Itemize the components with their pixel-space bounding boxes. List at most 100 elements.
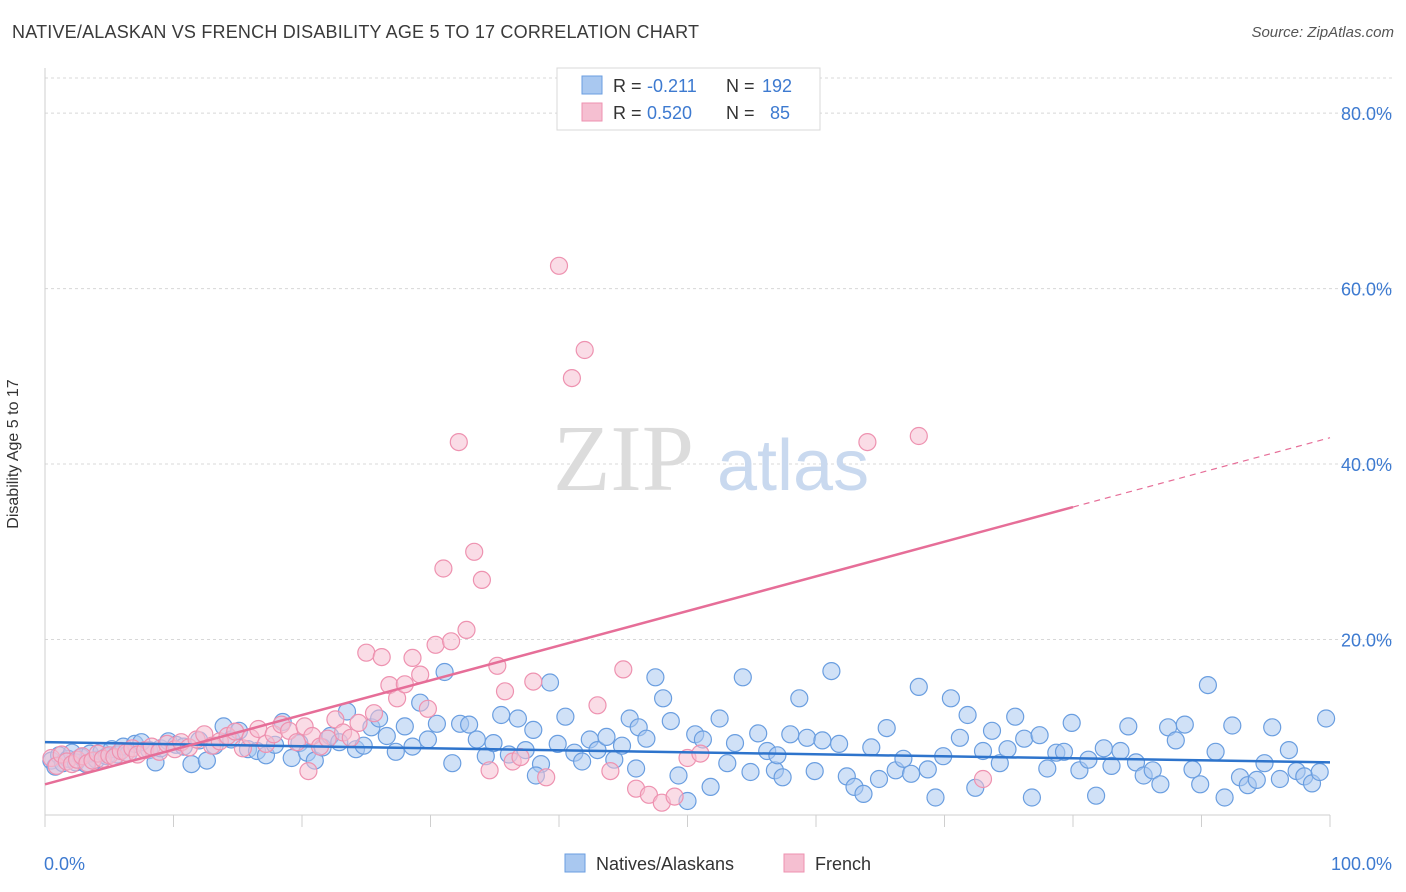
native-point-116 [918,760,937,779]
watermark-zip: ZIP [553,407,694,511]
native-point-101 [797,728,817,747]
legend-french-swatch [783,853,805,873]
french-point-72 [588,696,607,715]
native-point-145 [1151,775,1170,794]
native-point-50 [386,742,405,761]
native-point-120 [950,728,970,747]
chart-title: NATIVE/ALASKAN VS FRENCH DISABILITY AGE … [12,22,700,42]
native-point-51 [395,717,414,736]
native-point-110 [869,769,889,789]
y-tick-label-0: 20.0% [1341,631,1392,651]
french-trend-line [44,505,1074,786]
native-n-label: N = [726,76,755,96]
native-point-84 [661,711,680,731]
trend-lines [44,437,1331,786]
native-point-168 [626,759,646,778]
native-point-59 [460,715,479,734]
native-point-159 [1263,718,1282,737]
native-r-label: R = [613,76,642,96]
native-point-111 [877,718,896,738]
native-point-138 [1094,739,1113,758]
native-point-129 [1022,788,1042,807]
y-tick-label-3: 80.0% [1341,104,1392,124]
native-point-54 [418,730,437,749]
native-point-99 [781,725,800,744]
native-point-165 [1310,762,1329,782]
french-points [42,256,993,812]
native-point-109 [862,738,881,757]
french-point-84 [299,761,318,781]
french-point-55 [426,635,445,654]
native-point-126 [998,740,1017,759]
native-point-134 [1062,713,1081,733]
french-r-value: 0.520 [647,103,692,123]
native-point-150 [1191,775,1210,794]
native-point-76 [597,727,616,747]
native-point-137 [1086,786,1106,805]
french-point-66 [511,747,530,767]
native-point-153 [1215,788,1234,807]
french-point-69 [549,256,569,275]
y-tick-label-1: 40.0% [1341,455,1392,475]
french-point-52 [403,648,422,668]
native-point-113 [894,749,913,768]
native-point-25 [182,754,201,774]
native-point-93 [733,668,752,687]
y-tick-label-2: 60.0% [1341,280,1392,300]
native-point-144 [1143,761,1162,780]
french-swatch [581,102,603,122]
french-n-label: N = [726,103,755,123]
french-point-54 [418,699,437,718]
french-point-57 [442,632,461,651]
french-point-44 [341,728,360,747]
native-point-117 [926,788,945,807]
french-point-71 [575,340,594,360]
french-trend-extension [1072,437,1331,508]
french-point-47 [364,704,384,723]
native-point-167 [768,746,787,765]
native-point-119 [941,689,961,708]
native-point-115 [909,677,928,697]
native-point-60 [467,730,486,749]
native-point-100 [790,689,809,708]
x-tick-labels: 0.0% 100.0% [44,854,1392,874]
native-point-57 [443,754,462,773]
native-point-152 [1206,742,1225,761]
french-point-56 [434,559,453,578]
native-point-133 [1054,742,1074,761]
watermark-atlas: atlas [717,426,869,506]
native-point-131 [1038,759,1057,778]
native-point-161 [1279,740,1299,760]
native-point-158 [1255,754,1274,773]
x-tick-label-0: 0.0% [44,854,85,874]
french-point-64 [495,682,515,701]
french-point-73 [601,761,620,781]
native-swatch [581,75,603,95]
native-point-139 [1102,756,1121,776]
native-point-73 [572,752,592,771]
french-point-41 [318,729,337,748]
native-point-125 [990,754,1009,773]
native-point-37 [282,748,301,768]
native-point-89 [701,777,720,797]
watermark: ZIP atlas [553,407,869,511]
native-point-81 [637,729,656,748]
native-point-70 [548,734,567,754]
native-point-166 [1316,709,1336,728]
native-point-91 [718,754,737,773]
native-point-123 [973,741,993,761]
french-point-59 [457,620,476,640]
native-point-114 [901,764,921,783]
native-point-83 [653,689,673,708]
y-axis-label: Disability Age 5 to 17 [5,379,22,529]
native-point-128 [1015,729,1034,748]
native-point-157 [1247,770,1266,790]
french-point-45 [349,713,368,733]
native-point-69 [540,673,560,692]
french-point-83 [973,769,993,789]
native-point-85 [669,766,688,785]
native-point-148 [1175,715,1194,734]
native-point-104 [822,661,841,681]
native-point-105 [829,734,849,754]
native-point-49 [377,726,396,746]
